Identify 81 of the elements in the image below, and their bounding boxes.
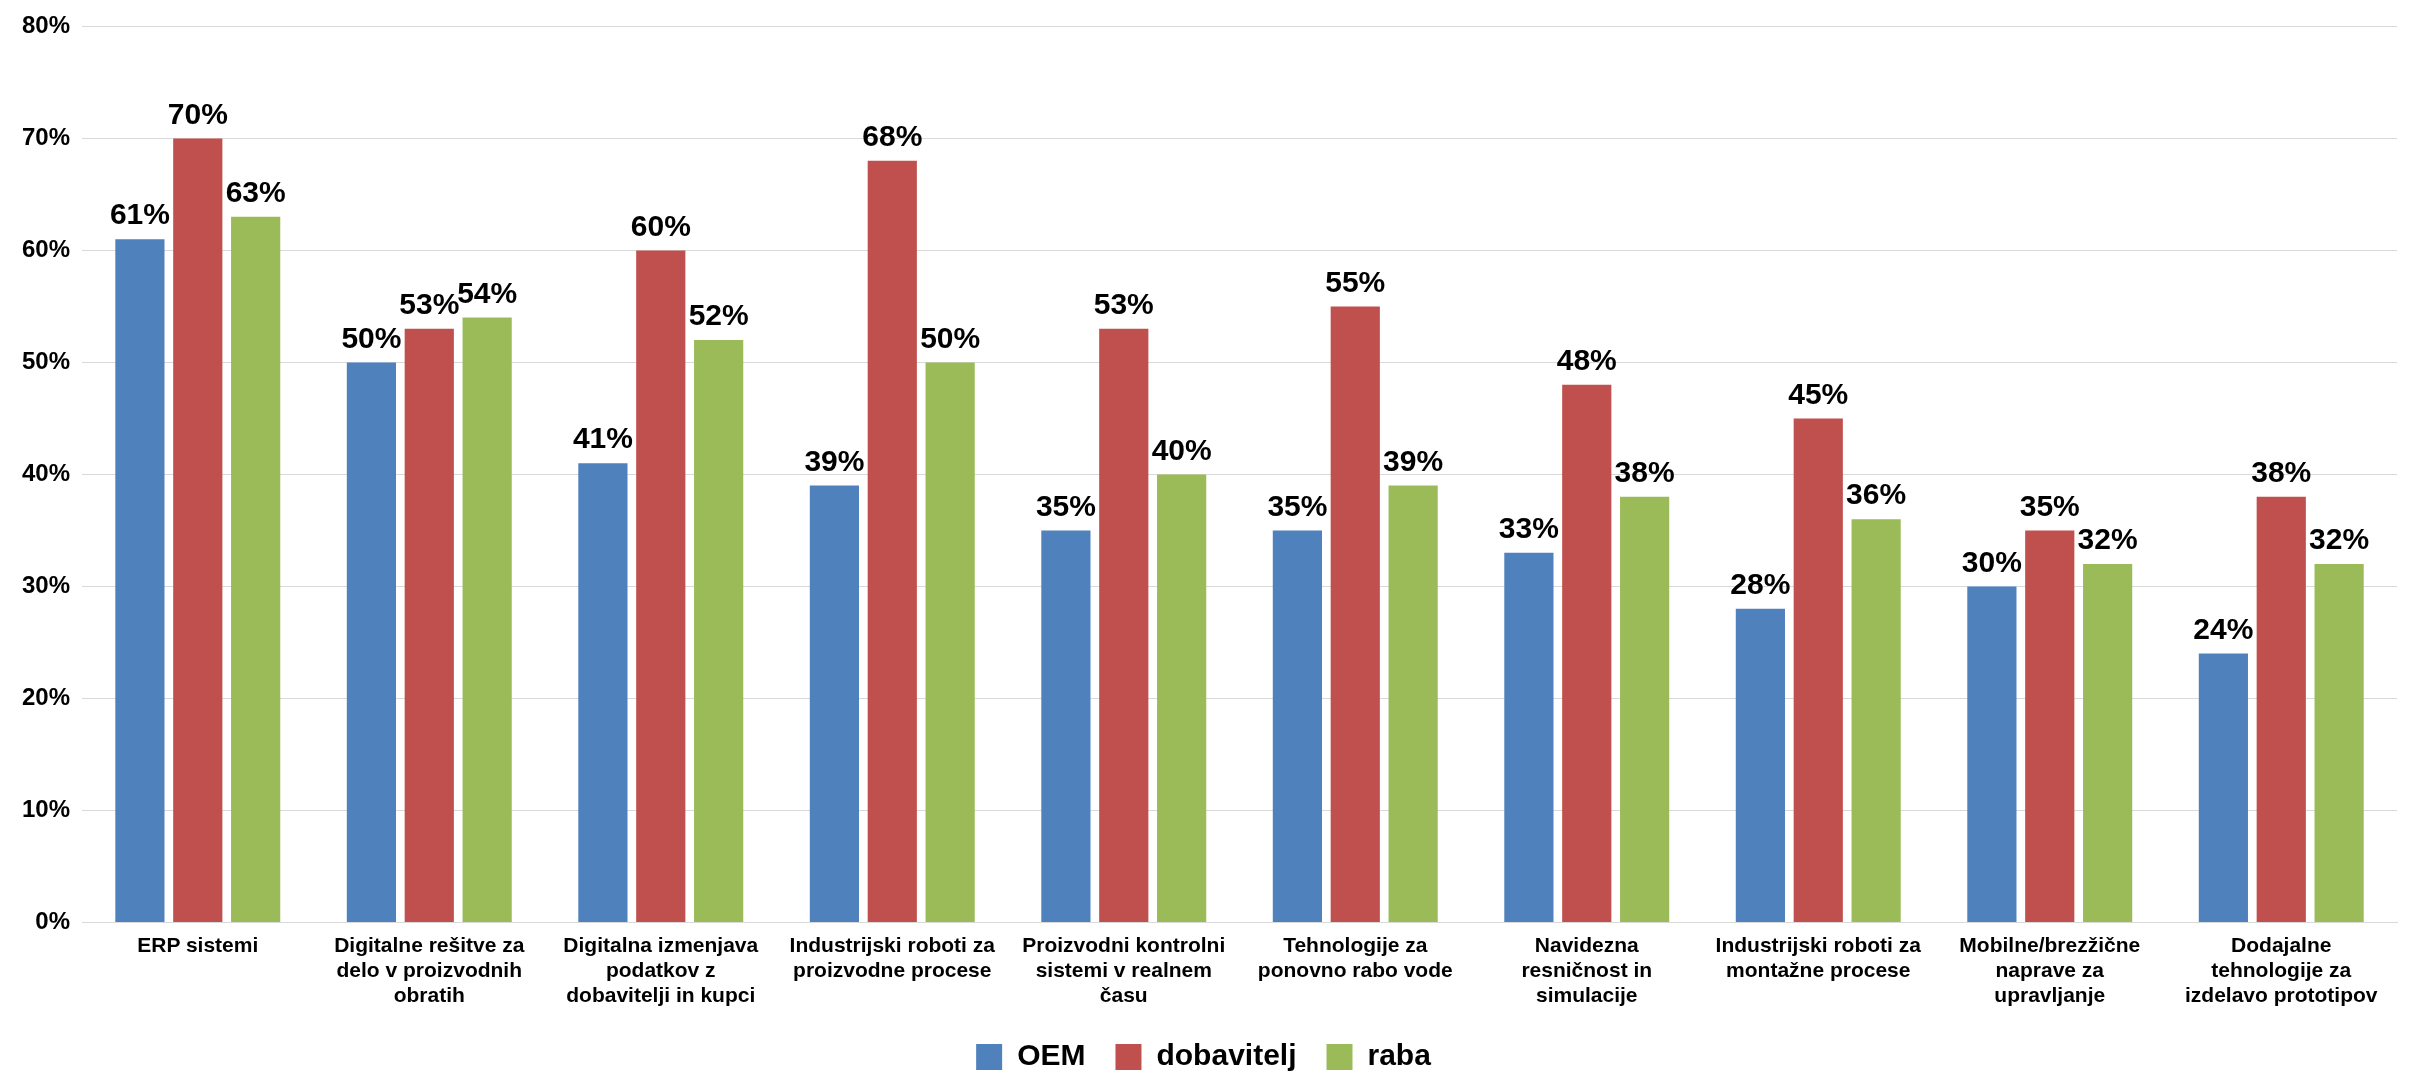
bar [809,485,859,922]
data-label: 41% [572,421,633,455]
y-tick-label: 70% [21,123,71,151]
x-tick-label: Tehnologije za ponovno rabo vode [1257,932,1453,981]
data-label: 48% [1556,343,1617,377]
y-tick-label: 80% [21,11,71,39]
bar [2025,530,2075,922]
y-tick-label: 20% [21,683,71,711]
x-tick-label: Proizvodni kontrolni sistemi v realnem času [1022,932,1226,1007]
y-tick-label: 60% [21,235,71,263]
data-label: 36% [1846,477,1907,511]
data-label: 38% [1614,455,1675,489]
bar [1620,496,1670,922]
x-tick-label: Industrijski roboti za montažne procese [1715,932,1922,981]
bar [1504,552,1554,922]
y-tick-label: 0% [35,907,71,935]
bar [1967,586,2017,922]
y-tick-label: 10% [21,795,71,823]
data-label: 60% [630,208,691,242]
legend-label: raba [1367,1038,1432,1072]
bar [578,463,628,922]
data-label: 55% [1325,264,1386,298]
data-label: 40% [1151,432,1212,466]
data-label: 32% [2309,522,2370,556]
bar [173,138,223,922]
bar [2198,653,2248,922]
data-label: 39% [1383,443,1444,477]
data-label: 33% [1498,511,1559,545]
bar [2083,564,2133,922]
x-tick-label: Digitalne rešitve za delo v proizvodnih obratih [334,932,525,1007]
bar [1388,485,1438,922]
data-label: 53% [1093,287,1154,321]
data-label: 35% [1035,488,1096,522]
bar [404,328,454,922]
data-label: 32% [2077,522,2138,556]
data-label: 35% [1267,488,1328,522]
y-tick-label: 30% [21,571,71,599]
data-label: 45% [1788,376,1849,410]
x-tick-label: Industrijski roboti za proizvodne procese [789,932,996,981]
data-label: 38% [2251,455,2312,489]
data-label: 61% [109,197,170,231]
x-tick-label: ERP sistemi [137,932,259,956]
bar [925,362,975,922]
bar [694,340,744,922]
x-tick-label: Dodajalne tehnologije za izdelavo prototipov [2184,932,2378,1007]
bar [115,239,165,922]
legend-label: dobavitelj [1156,1038,1297,1072]
data-label: 30% [1961,544,2022,578]
data-label: 50% [341,320,402,354]
bar [867,160,917,922]
data-label: 70% [167,96,228,130]
x-tick-label: Navidezna resničnost in simulacije [1521,932,1653,1007]
bar [1851,519,1901,922]
data-label: 39% [804,443,865,477]
bar [231,216,281,922]
bar [2256,496,2306,922]
bar [1735,608,1785,922]
data-label: 52% [688,298,749,332]
x-tick-label: Mobilne/brezžične naprave za upravljanje [1959,932,2141,1007]
bar [1099,328,1149,922]
bar [1562,384,1612,922]
y-tick-label: 40% [21,459,71,487]
bar [1330,306,1380,922]
data-label: 68% [862,119,923,153]
legend-label: OEM [1017,1038,1086,1072]
bar [346,362,396,922]
bar [2314,564,2364,922]
y-tick-label: 50% [21,347,71,375]
data-label: 24% [2193,611,2254,645]
x-tick-label: Digitalna izmenjava podatkov z dobavitelji in kupci [563,932,759,1007]
data-label: 53% [399,287,460,321]
bar [1793,418,1843,922]
bar [1157,474,1207,922]
data-label: 63% [225,175,286,209]
bar [636,250,686,922]
bar [462,317,512,922]
bar [1272,530,1322,922]
data-label: 50% [920,320,981,354]
data-label: 35% [2019,488,2080,522]
data-label: 28% [1730,567,1791,601]
bar [1041,530,1091,922]
